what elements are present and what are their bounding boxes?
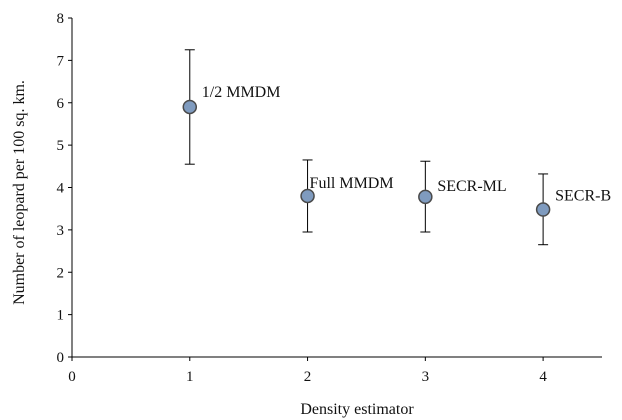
y-tick-label: 8 xyxy=(57,11,65,27)
point-labels: 1/2 MMDM Full MMDM SECR-ML SECR-B xyxy=(202,84,611,205)
data-points xyxy=(182,99,551,217)
error-bars xyxy=(184,49,549,246)
x-tick-label: 2 xyxy=(304,369,312,385)
y-tick-label: 1 xyxy=(57,308,65,324)
y-tick-label: 6 xyxy=(57,96,65,112)
point-label: SECR-B xyxy=(555,188,611,205)
y-tick-label: 3 xyxy=(57,223,65,239)
x-tick-label: 0 xyxy=(68,369,76,385)
y-tick-label: 2 xyxy=(57,265,65,281)
data-point xyxy=(300,188,315,204)
y-axis-title: Number of leopard per 100 sq. km. xyxy=(11,80,28,305)
data-point xyxy=(418,189,433,205)
x-tick-label: 1 xyxy=(186,369,194,385)
y-tick-label: 0 xyxy=(57,350,65,366)
data-point xyxy=(182,99,198,115)
point-label: 1/2 MMDM xyxy=(202,84,281,101)
y-tick-label: 7 xyxy=(57,53,65,69)
point-label: Full MMDM xyxy=(310,175,394,192)
x-axis-title: Density estimator xyxy=(300,401,414,418)
data-point xyxy=(535,202,551,217)
x-axis-ticks: 0 1 2 3 4 xyxy=(68,357,547,385)
y-tick-label: 4 xyxy=(57,181,65,197)
point-label: SECR-ML xyxy=(437,178,506,195)
x-tick-label: 4 xyxy=(539,369,547,385)
x-tick-label: 3 xyxy=(422,369,430,385)
y-tick-label: 5 xyxy=(57,138,65,154)
y-axis-ticks: 0 1 2 3 4 5 6 7 8 xyxy=(57,11,72,366)
